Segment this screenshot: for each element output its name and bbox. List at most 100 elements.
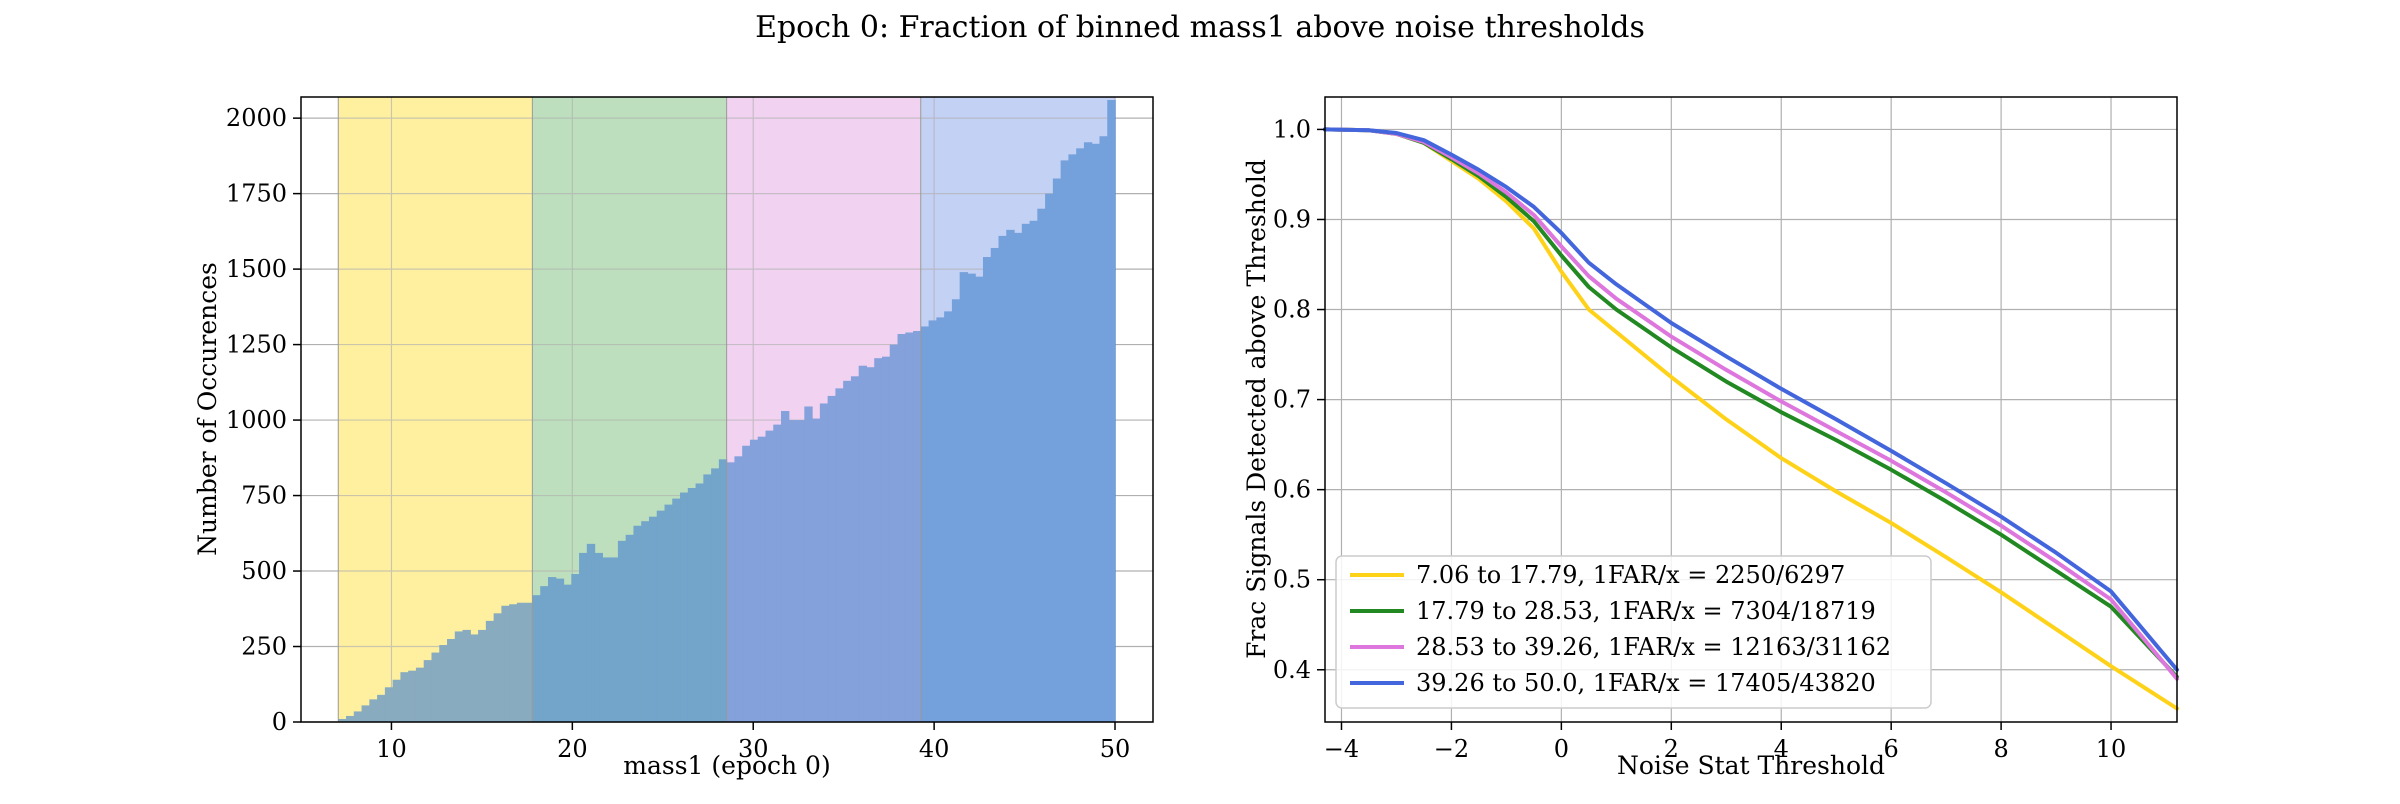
- histogram-bar: [377, 694, 386, 722]
- line-plot-x-tick-label: 6: [1884, 735, 1899, 763]
- histogram-bar: [687, 488, 697, 722]
- mass-bin-overlays: [337, 97, 1116, 722]
- histogram-bar: [431, 652, 440, 722]
- histogram-bar: [625, 534, 635, 722]
- legend-box: [1335, 555, 1932, 709]
- histogram-bar: [493, 613, 502, 722]
- mass-bin-overlay: [726, 97, 921, 722]
- line-plot-series: [1323, 127, 2179, 711]
- histogram-bar: [967, 273, 976, 722]
- histogram-bar: [703, 474, 712, 722]
- histogram-bar: [1076, 148, 1085, 723]
- histogram-bar: [664, 504, 673, 722]
- histogram-bar: [462, 629, 471, 722]
- histogram-bar: [982, 257, 992, 722]
- histogram-y-tick-label: 1750: [226, 180, 287, 208]
- histogram-bar: [711, 468, 720, 722]
- histogram-x-tick-label: 10: [376, 735, 407, 763]
- histogram-bar: [905, 332, 914, 722]
- legend-label: 17.79 to 28.53, 1FAR/x = 7304/18719: [1416, 597, 1876, 625]
- histogram-y-tick-label: 250: [241, 633, 287, 661]
- histogram-bar: [571, 574, 580, 722]
- legend-label: 28.53 to 39.26, 1FAR/x = 12163/31162: [1416, 633, 1891, 661]
- histogram-bar: [384, 687, 394, 722]
- histogram-bar: [353, 711, 363, 722]
- histogram-bar: [850, 376, 860, 722]
- histogram-bar: [1091, 143, 1101, 723]
- mass-bin-overlay: [920, 97, 1116, 722]
- histogram-bar: [990, 247, 1000, 722]
- histogram-bar: [781, 411, 790, 722]
- line-plot-x-tick-label: 4: [1774, 735, 1789, 763]
- histogram-bar: [835, 388, 844, 722]
- line-plot-y-tick-label: 0.8: [1273, 296, 1311, 324]
- histogram-bar: [998, 235, 1007, 722]
- histogram-bar: [392, 679, 402, 722]
- histogram-x-tick-label: 50: [1100, 735, 1131, 763]
- histogram-bar: [648, 516, 658, 722]
- histogram-bar: [928, 320, 937, 722]
- legend-entry: 17.79 to 28.53, 1FAR/x = 7304/18719: [1350, 597, 1876, 625]
- histogram-y-ticks: 0 250 500 750 1000 1250 1500 1750 2000: [226, 104, 301, 736]
- histogram-bar: [796, 420, 805, 722]
- histogram-bar: [1083, 142, 1093, 722]
- line-plot-y-axis-label: Frac Signals Detected above Threshold: [1242, 159, 1271, 659]
- histogram-bar: [478, 629, 487, 722]
- histogram-bar: [718, 459, 728, 722]
- histogram-y-tick-label: 2000: [226, 104, 287, 132]
- line-plot-x-tick-label: −2: [1434, 735, 1469, 763]
- histogram-bar: [633, 525, 642, 722]
- legend-label: 39.26 to 50.0, 1FAR/x = 17405/43820: [1416, 669, 1876, 697]
- line-plot-x-axis-label: Noise Stat Threshold: [1617, 751, 1885, 780]
- line-plot-y-tick-label: 0.9: [1273, 205, 1311, 233]
- line-plot-x-tick-label: 8: [1993, 735, 2008, 763]
- line-plot-y-tick-label: 0.6: [1273, 476, 1311, 504]
- histogram-bar: [470, 634, 479, 722]
- histogram-bar: [975, 276, 984, 722]
- histogram-bar: [749, 439, 759, 722]
- histogram-bar: [610, 557, 619, 722]
- histogram-bar: [1006, 229, 1015, 723]
- histogram-bar: [812, 418, 821, 722]
- line-plot-y-tick-label: 1.0: [1273, 115, 1311, 143]
- histogram-bar: [594, 552, 603, 722]
- histogram-y-tick-label: 500: [241, 557, 287, 585]
- histogram-bar: [944, 311, 953, 722]
- histogram-bar: [858, 365, 868, 722]
- histogram-bar: [959, 272, 969, 722]
- histogram-bar: [913, 330, 922, 722]
- histogram-bar: [757, 436, 767, 722]
- histogram-bar: [1014, 232, 1023, 722]
- histogram-bar: [672, 498, 681, 722]
- histogram-bar: [439, 645, 448, 722]
- histogram-y-tick-label: 1500: [226, 255, 287, 283]
- histogram-bar: [1037, 208, 1046, 723]
- histogram-bar: [454, 631, 464, 722]
- histogram-bar: [547, 577, 557, 722]
- histogram-bar: [819, 403, 829, 722]
- histogram-bar: [1060, 160, 1070, 723]
- histogram-bars: [338, 100, 1116, 723]
- histogram-bar: [680, 492, 689, 722]
- histogram-bar: [1068, 154, 1077, 722]
- histogram-bar: [516, 602, 526, 722]
- histogram-x-tick-label: 20: [557, 735, 588, 763]
- histogram-bar: [485, 620, 495, 722]
- histogram-bar: [369, 699, 378, 722]
- figure-title: Epoch 0: Fraction of binned mass1 above …: [755, 10, 1645, 45]
- histogram-bar: [586, 543, 596, 722]
- histogram-bar: [874, 358, 883, 722]
- histogram-y-tick-label: 750: [241, 482, 287, 510]
- histogram-bar: [804, 406, 813, 722]
- histogram-bar: [641, 521, 650, 722]
- histogram-bar: [734, 456, 743, 722]
- histogram-bar: [951, 299, 961, 722]
- histogram-bar: [563, 584, 572, 722]
- histogram-bar: [695, 483, 704, 722]
- line-plot-y-tick-label: 0.7: [1273, 386, 1311, 414]
- histogram-bar: [866, 367, 875, 722]
- histogram-y-tick-label: 1000: [226, 406, 287, 434]
- histogram-bar: [540, 586, 549, 722]
- legend-entry: 7.06 to 17.79, 1FAR/x = 2250/6297: [1350, 561, 1845, 589]
